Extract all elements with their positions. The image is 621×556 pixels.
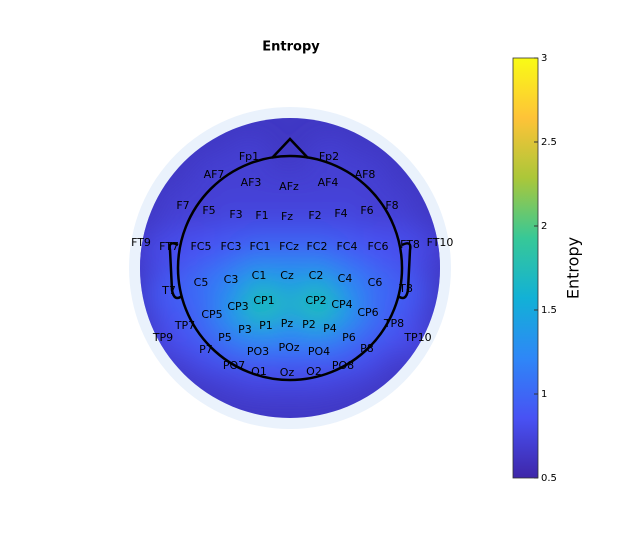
channel-label: Cz <box>280 269 294 282</box>
channel-labels: Fp1 Fp2 AF7 AF3 AFz AF4 AF8 F7 F5 F3 F1 Fz F2 F4 F6 F8 F… <box>131 150 453 379</box>
channel-label: AF3 <box>241 176 262 189</box>
channel-label: Fp2 <box>319 150 339 163</box>
channel-value <box>368 186 416 234</box>
channel-label: FC4 <box>336 240 357 253</box>
channel-value <box>240 281 288 329</box>
channel-label: F8 <box>385 199 398 212</box>
channel-label: P6 <box>342 331 356 344</box>
channel-label: T7 <box>161 284 176 297</box>
channel-label: CP3 <box>227 300 248 313</box>
channel-label: FT10 <box>427 236 454 249</box>
channel-label: P8 <box>360 342 374 355</box>
channel-label: P7 <box>199 343 213 356</box>
channel-label: F5 <box>202 204 215 217</box>
channel-label: TP10 <box>403 331 431 344</box>
channel-label: C4 <box>338 272 353 285</box>
channel-label: P5 <box>218 331 232 344</box>
colorbar <box>512 57 539 479</box>
channel-label: F1 <box>255 209 268 222</box>
channel-value <box>341 155 389 203</box>
channel-label: Oz <box>280 366 295 379</box>
channel-label: FC2 <box>306 240 327 253</box>
channel-label: FT8 <box>400 238 420 251</box>
channel-label: CP4 <box>331 298 352 311</box>
channel-label: AFz <box>279 180 299 193</box>
channel-label: F2 <box>308 209 321 222</box>
channel-label: FCz <box>279 240 299 253</box>
field-blobs <box>140 137 440 401</box>
channel-label: PO7 <box>223 359 245 372</box>
channel-label: POz <box>278 341 299 354</box>
channel-label: AF8 <box>355 168 376 181</box>
channel-label: PO4 <box>308 345 330 358</box>
channel-label: TP8 <box>383 317 404 330</box>
channel-label: F3 <box>229 208 242 221</box>
channel-label: FT9 <box>131 236 151 249</box>
channel-label: FC6 <box>367 240 388 253</box>
channel-label: P3 <box>238 323 252 336</box>
channel-label: P2 <box>302 318 316 331</box>
channel-label: C2 <box>309 269 324 282</box>
channel-label: CP2 <box>305 294 326 307</box>
colorbar-tick-label: 3 <box>541 53 547 64</box>
channel-label: TP7 <box>174 319 195 332</box>
chart-title: Entropy <box>262 40 320 55</box>
channel-label: F4 <box>334 207 347 220</box>
channel-label: TP9 <box>152 331 173 344</box>
head-outline <box>168 137 412 382</box>
channel-label: O2 <box>306 365 322 378</box>
colorbar-tick-label: 2 <box>541 221 547 232</box>
channel-label: F6 <box>360 204 373 217</box>
channel-label: FC3 <box>220 240 241 253</box>
colorbar-tick-label: 1.5 <box>541 305 557 316</box>
channel-label: C5 <box>194 276 209 289</box>
channel-label: P1 <box>259 319 273 332</box>
channel-label: C3 <box>224 273 239 286</box>
channel-value <box>292 281 340 329</box>
channel-label: C1 <box>252 269 267 282</box>
channel-label: Fp1 <box>239 150 259 163</box>
colorbar-axis: 0.5 1 1.5 2 2.5 3 <box>534 53 557 484</box>
channel-label: T8 <box>398 282 413 295</box>
channel-value <box>190 155 238 203</box>
colorbar-tick-label: 0.5 <box>541 473 557 484</box>
channel-label: AF7 <box>204 168 225 181</box>
channel-label: Pz <box>281 317 294 330</box>
channel-label: PO3 <box>247 345 269 358</box>
channel-label: PO8 <box>332 359 354 372</box>
channel-label: O1 <box>251 365 267 378</box>
channel-label: FC1 <box>249 240 270 253</box>
channel-label: AF4 <box>318 176 339 189</box>
channel-label: FT7 <box>159 240 179 253</box>
channel-label: Fz <box>281 210 293 223</box>
channel-label: C6 <box>368 276 383 289</box>
colorbar-label: Entropy <box>564 237 583 299</box>
colorbar-tick-label: 2.5 <box>541 137 557 148</box>
channel-label: P4 <box>323 322 337 335</box>
channel-label: FC5 <box>190 240 211 253</box>
channel-label: CP5 <box>201 308 222 321</box>
channel-label: CP6 <box>357 306 378 319</box>
colorbar-tick-label: 1 <box>541 389 547 400</box>
channel-label: F7 <box>176 199 189 212</box>
channel-label: CP1 <box>253 294 274 307</box>
